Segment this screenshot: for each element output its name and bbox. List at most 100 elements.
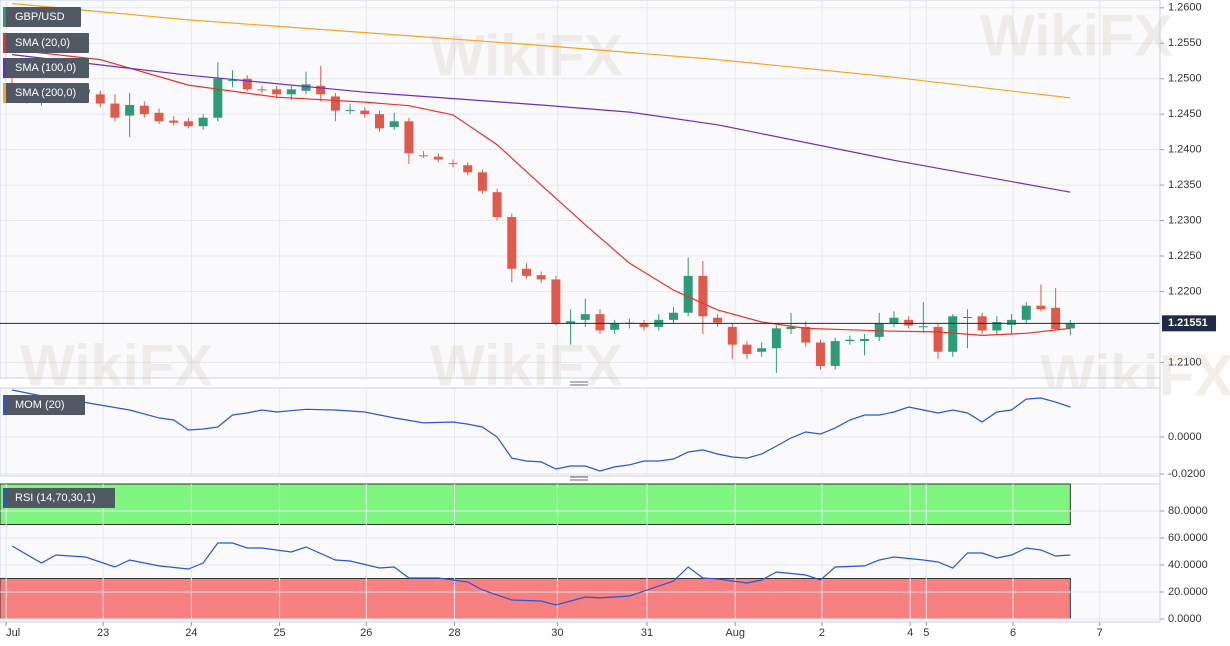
- x-tick-label: 2: [819, 627, 825, 639]
- watermark: WikiFX: [430, 333, 623, 398]
- candle-body: [1065, 323, 1075, 329]
- panel-background: [0, 387, 1161, 477]
- candle-body: [521, 268, 531, 276]
- y-tick-label: 1.2600: [1168, 2, 1202, 14]
- y-tick-label: 1.2500: [1168, 73, 1202, 85]
- candle-body: [889, 317, 899, 324]
- legend-box: [3, 7, 81, 27]
- legend-text: RSI (14,70,30,1): [15, 492, 96, 504]
- candle-body: [757, 348, 767, 352]
- y-tick-label: 1.2400: [1168, 144, 1202, 156]
- x-tick-label: 31: [641, 627, 653, 639]
- candle-body: [375, 114, 385, 129]
- legend-text: SMA (100,0): [15, 62, 76, 74]
- candle-body: [639, 323, 649, 327]
- legend-text: SMA (200,0): [15, 87, 76, 99]
- legend-swatch: [3, 58, 6, 78]
- candle-body: [771, 328, 781, 349]
- watermark: WikiFX: [20, 333, 213, 398]
- candle-body: [125, 104, 135, 116]
- candle-body: [360, 110, 370, 115]
- candle-body: [948, 316, 958, 352]
- candle-body: [992, 321, 1002, 331]
- x-tick-label: 28: [448, 627, 460, 639]
- legend-box: [3, 58, 89, 78]
- candle-body: [492, 192, 502, 218]
- candle-body: [1021, 305, 1031, 320]
- candle-body: [713, 317, 723, 323]
- legend-swatch: [3, 488, 6, 508]
- panel-grips: [570, 381, 588, 481]
- legend-box: [3, 33, 89, 53]
- x-tick-label: 4: [907, 627, 913, 639]
- band: [0, 578, 1071, 620]
- candle-body: [668, 312, 678, 320]
- x-tick-label: 7: [1097, 627, 1103, 639]
- legend-text: GBP/USD: [15, 11, 65, 23]
- x-tick-label: 23: [97, 627, 109, 639]
- y-tick-label: 80.0000: [1168, 505, 1208, 517]
- series-line: [11, 542, 1071, 606]
- candle-body: [139, 105, 149, 115]
- last-price-box: [1162, 315, 1216, 332]
- y-tick-label: 0.0000: [1168, 613, 1202, 625]
- legend-box: [3, 395, 85, 415]
- candle-body: [507, 217, 517, 269]
- watermark: WikiFX: [430, 23, 623, 88]
- x-tick-label: 24: [185, 627, 197, 639]
- candle-body: [286, 89, 296, 95]
- panel: 1.2100 1.2200 1.2250 1.2300 1.2350 1.2400 1.24…: [0, 0, 1230, 408]
- legend-box: [3, 488, 115, 508]
- y-tick-label: 0.0000: [1168, 431, 1202, 443]
- candle-body: [198, 117, 208, 127]
- candle-body: [110, 103, 120, 118]
- y-tick-label: 1.2300: [1168, 214, 1202, 226]
- candle-body: [419, 155, 429, 157]
- series-line: [12, 54, 1071, 193]
- candle-body: [698, 275, 708, 317]
- candle-body: [448, 163, 458, 165]
- candle-body: [433, 156, 443, 160]
- legend-swatch: [3, 395, 6, 415]
- candle-body: [477, 172, 487, 191]
- series-line: [12, 2, 1071, 99]
- legend-swatch: [3, 33, 6, 53]
- band: [0, 483, 1071, 525]
- candle-body: [933, 326, 943, 352]
- y-tick-label: 1.2550: [1168, 37, 1202, 49]
- y-tick-label: 1.2200: [1168, 285, 1202, 297]
- legend-swatch: [3, 83, 6, 103]
- y-tick-label: -0.0200: [1168, 468, 1205, 480]
- panel: -0.0200 0.0000 MOM (20): [0, 387, 1205, 480]
- candle-body: [904, 319, 914, 326]
- candle-body: [580, 314, 590, 320]
- candle-body: [169, 120, 179, 123]
- x-tick-label: 26: [360, 627, 372, 639]
- candle-body: [727, 326, 737, 345]
- y-tick-label: 20.0000: [1168, 586, 1208, 598]
- candle-body: [272, 89, 282, 95]
- legend-text: SMA (20,0): [15, 37, 70, 49]
- candle-body: [595, 314, 605, 331]
- candle-body: [316, 85, 326, 95]
- y-tick-label: 1.2250: [1168, 250, 1202, 262]
- candle-body: [610, 323, 620, 330]
- candle-body: [845, 339, 855, 342]
- series-line: [12, 49, 1071, 337]
- candle-body: [830, 341, 840, 366]
- candle-body: [228, 80, 238, 82]
- candle-body: [463, 165, 473, 173]
- series-line: [11, 389, 1071, 472]
- candle-body: [389, 121, 399, 127]
- candle-body: [566, 321, 576, 324]
- y-tick-label: 1.2100: [1168, 356, 1202, 368]
- legend-box: [3, 83, 89, 103]
- candle-body: [213, 78, 223, 118]
- candle-body: [962, 317, 972, 319]
- candle-body: [242, 78, 252, 90]
- x-tick-label: 25: [273, 627, 285, 639]
- x-tick-label: Jul: [6, 627, 20, 639]
- y-tick-label: 40.0000: [1168, 559, 1208, 571]
- legend-text: MOM (20): [15, 399, 65, 411]
